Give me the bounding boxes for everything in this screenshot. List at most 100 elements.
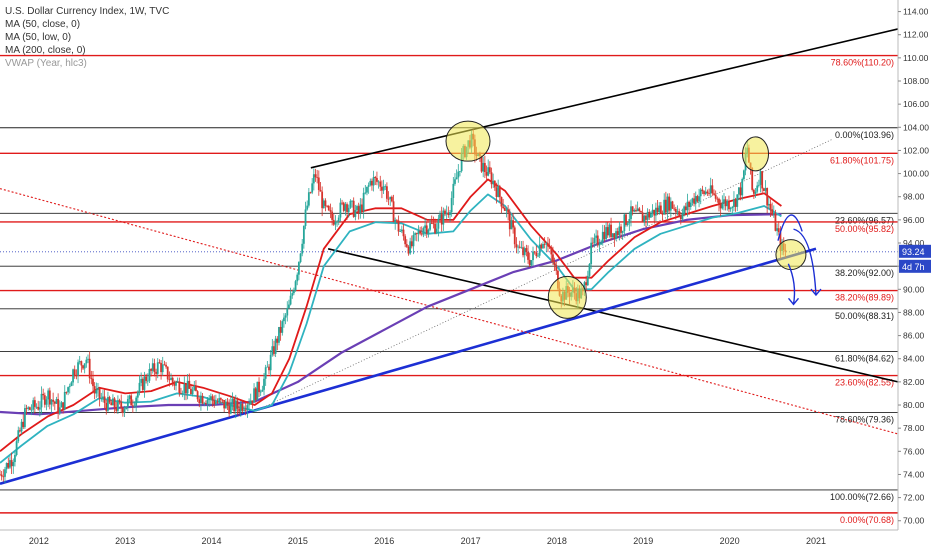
legend-item-ma50-low[interactable]: MA (50, low, 0)	[5, 32, 72, 43]
moving-average-layer	[0, 178, 782, 464]
highlight-ellipse[interactable]	[547, 275, 587, 319]
candle-body	[530, 260, 533, 266]
candle-body	[716, 198, 719, 200]
candle-body	[455, 177, 458, 180]
candle-body	[14, 455, 16, 463]
candle-body	[661, 213, 664, 215]
candle-body	[397, 220, 400, 232]
candle-body	[630, 206, 632, 220]
candle-body	[552, 254, 554, 263]
x-tick-label: 2018	[547, 536, 567, 546]
y-tick-label: 70.00	[903, 516, 925, 526]
candle-body	[693, 198, 695, 204]
candle-body	[203, 403, 206, 404]
candle-body	[32, 400, 35, 410]
candle-body	[163, 364, 166, 366]
candle-body	[145, 376, 148, 381]
highlight-ellipse[interactable]	[445, 120, 491, 162]
candle-body	[118, 400, 121, 402]
candle-body	[136, 392, 139, 398]
candle-body	[600, 242, 603, 245]
fib-level-label: 50.00%(95.82)	[835, 224, 894, 234]
candle-body	[28, 407, 31, 410]
highlight-ellipse[interactable]	[775, 239, 807, 271]
x-tick-label: 2015	[288, 536, 308, 546]
channel-trendline[interactable]	[310, 28, 899, 169]
projection-arrow[interactable]	[793, 228, 817, 296]
y-tick-label: 74.00	[903, 469, 925, 479]
candle-body	[246, 405, 249, 411]
candle-body	[241, 403, 244, 411]
candle-body	[110, 402, 113, 406]
candle-body	[322, 200, 325, 209]
candle-body	[616, 231, 619, 236]
candle-body	[316, 177, 319, 179]
candle-body	[419, 231, 422, 234]
x-tick-label: 2017	[461, 536, 481, 546]
ma200-close-line[interactable]	[0, 213, 782, 416]
candle-body	[356, 206, 358, 211]
dotted-trendline[interactable]	[263, 138, 834, 408]
candle-body	[452, 183, 455, 198]
dotted-trendline[interactable]	[0, 188, 899, 435]
candle-body	[209, 396, 212, 400]
candle-body	[387, 198, 390, 200]
candle-body	[216, 401, 219, 403]
y-tick-label: 80.00	[903, 400, 925, 410]
ma50-close-line[interactable]	[0, 178, 782, 453]
candle-body	[231, 398, 234, 403]
candle-body	[623, 214, 626, 232]
candle-body	[586, 275, 589, 286]
fib-level-label: 38.20%(92.00)	[835, 268, 894, 278]
candle-body	[676, 211, 679, 213]
candle-body	[658, 205, 661, 213]
candle-body	[352, 200, 355, 217]
candle-body	[334, 221, 337, 225]
projection-arc[interactable]	[777, 214, 803, 241]
candle-body	[369, 180, 372, 186]
candle-body	[327, 205, 330, 211]
projection-arrow[interactable]	[787, 263, 796, 305]
candle-body	[266, 366, 269, 368]
candle-body	[366, 186, 368, 193]
candle-body	[35, 406, 38, 408]
candle-body	[757, 184, 760, 186]
candle-body	[669, 201, 672, 211]
countdown-badge	[899, 259, 931, 273]
legend-item-ma200-close[interactable]: MA (200, close, 0)	[5, 45, 86, 56]
candle-body	[135, 397, 138, 406]
candle-body	[517, 246, 519, 248]
candle-body	[713, 193, 715, 195]
legend-item-vwap[interactable]: VWAP (Year, hlc3)	[5, 58, 87, 69]
candle-body	[490, 172, 493, 185]
candle-body	[58, 407, 61, 414]
candle-body	[663, 199, 666, 215]
candle-body	[595, 235, 598, 238]
last-price-badge[interactable]	[899, 244, 931, 258]
candle-body	[116, 400, 119, 411]
candle-body	[588, 264, 591, 276]
candle-body	[434, 223, 436, 234]
candle-body	[520, 247, 523, 249]
candle-body	[75, 375, 78, 377]
candle-body	[283, 317, 285, 322]
legend-item-ma50-close[interactable]: MA (50, close, 0)	[5, 19, 81, 30]
candle-body	[151, 363, 154, 371]
channel-trendline[interactable]	[327, 248, 899, 383]
y-tick-label: 72.00	[903, 493, 925, 503]
support-trendline[interactable]	[0, 247, 817, 485]
candle-body	[176, 381, 179, 383]
candle-body	[691, 198, 694, 203]
candle-body	[664, 199, 667, 213]
highlight-ellipse[interactable]	[742, 136, 770, 172]
candle-body	[251, 400, 254, 403]
candle-body	[45, 399, 48, 405]
y-tick-label: 100.00	[903, 169, 929, 179]
candle-body	[776, 228, 779, 231]
candle-body	[399, 231, 402, 232]
y-tick-label: 104.00	[903, 122, 929, 132]
candle-body	[186, 380, 189, 394]
candle-body	[381, 186, 383, 191]
ma50-low-line[interactable]	[0, 193, 782, 464]
candle-body	[507, 209, 510, 213]
